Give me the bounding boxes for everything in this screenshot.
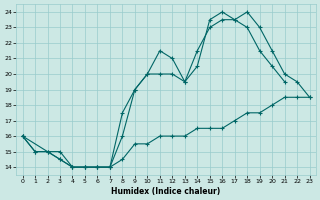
X-axis label: Humidex (Indice chaleur): Humidex (Indice chaleur) xyxy=(111,187,221,196)
